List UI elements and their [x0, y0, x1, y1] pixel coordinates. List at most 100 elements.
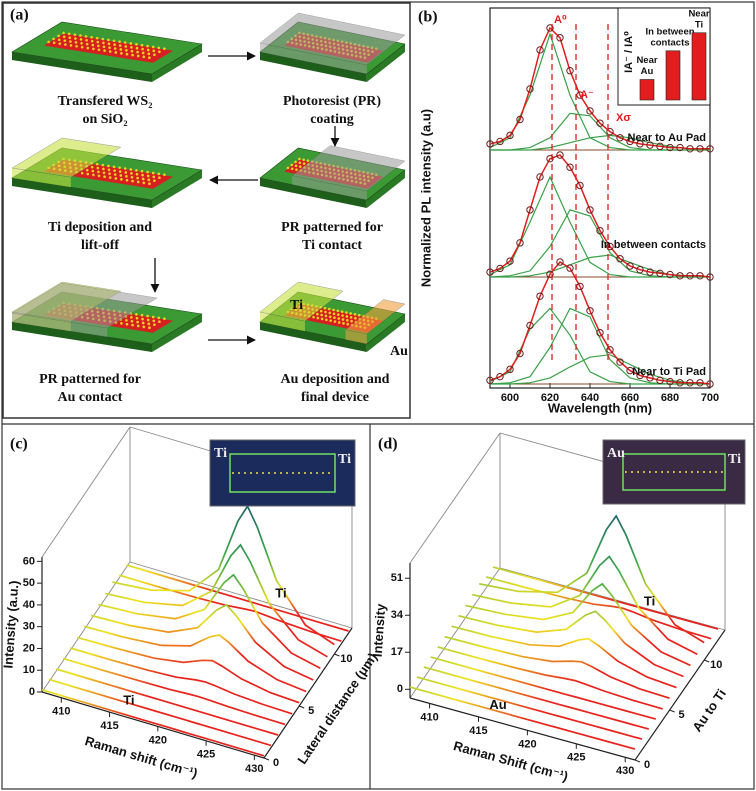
atom [80, 41, 83, 45]
device [11, 137, 203, 208]
atom [146, 314, 149, 318]
atom [108, 50, 112, 53]
photoresist-front [292, 175, 367, 200]
z-tick-label: 0 [644, 759, 650, 771]
x-tick-label: 420 [518, 738, 536, 750]
atom [146, 318, 150, 322]
spectrum-trace [472, 555, 698, 656]
atom [298, 157, 301, 161]
data-point [576, 91, 584, 99]
atom [101, 37, 105, 41]
atom [74, 37, 77, 40]
data-point [616, 358, 624, 366]
substrate-front [12, 322, 152, 352]
data-point [636, 140, 644, 148]
box-edge [129, 561, 353, 629]
data-point [606, 242, 614, 251]
x-tick-label: 410 [52, 706, 70, 718]
substrate-front [260, 52, 367, 82]
atom [96, 166, 100, 170]
atom [295, 168, 298, 171]
bar-label: Ti [695, 19, 703, 30]
data-point [546, 24, 554, 32]
spectrum-trace [62, 657, 286, 726]
atom [113, 173, 117, 176]
data-point [526, 85, 534, 93]
atom [320, 313, 323, 317]
data-point [646, 374, 654, 382]
bar [665, 50, 681, 101]
atom [146, 44, 149, 48]
data-point [706, 145, 714, 153]
atom [113, 169, 116, 172]
data-point [546, 270, 554, 278]
data-point [616, 134, 624, 142]
axis-line [41, 691, 265, 759]
atom [102, 45, 106, 49]
atom [120, 178, 123, 181]
spectrum-trace [112, 504, 335, 646]
atom [90, 165, 94, 169]
atom [74, 41, 78, 44]
atom [158, 50, 161, 54]
substrate-side [152, 170, 202, 208]
atom [327, 307, 331, 311]
spectrum-trace [41, 688, 265, 757]
atom [294, 160, 297, 164]
plot-frame [489, 7, 711, 389]
atom [290, 167, 294, 171]
atom [142, 325, 146, 329]
atom [152, 319, 156, 323]
atom [324, 314, 328, 318]
data-point [636, 371, 644, 380]
data-point [566, 163, 574, 171]
data-point [626, 137, 634, 146]
spectrum-trace [430, 656, 657, 720]
data-point [606, 128, 614, 136]
x-tick-label: 600 [501, 392, 519, 404]
photoresist [291, 145, 406, 192]
atom [349, 312, 352, 315]
data-point [566, 67, 574, 75]
step-caption: Transfered WS₂ [58, 94, 153, 109]
atom [130, 46, 133, 49]
atom [90, 39, 94, 43]
data-point [626, 262, 634, 270]
device [11, 21, 203, 82]
data-point [566, 264, 574, 272]
device-label: Au [390, 344, 408, 359]
atom [102, 167, 105, 171]
atom [125, 52, 129, 56]
atom [113, 47, 117, 50]
atom [124, 45, 128, 48]
data-point [676, 143, 684, 152]
atom [152, 49, 156, 53]
atom [345, 315, 349, 318]
atom [147, 52, 151, 56]
x-tick-label: 640 [581, 392, 599, 404]
data-point [516, 239, 524, 247]
front-label: Ti [123, 693, 134, 708]
data-point [656, 376, 664, 385]
atom [129, 42, 133, 45]
atom [85, 38, 88, 42]
inset-photo [209, 439, 356, 507]
z-axis-label: Au to Ti [689, 686, 729, 734]
atom [95, 162, 99, 166]
atom [85, 42, 89, 46]
data-point [526, 206, 534, 214]
z-tick-label: 5 [679, 709, 685, 721]
atom [332, 312, 336, 316]
spectrum-trace [437, 646, 663, 710]
atom [112, 39, 116, 43]
data-point [496, 372, 504, 381]
data-point [506, 365, 514, 374]
atom [136, 176, 139, 180]
atom [102, 171, 106, 175]
atom [69, 44, 73, 47]
atom [120, 52, 123, 55]
atom [131, 323, 134, 327]
spectrum-trace [444, 635, 670, 700]
